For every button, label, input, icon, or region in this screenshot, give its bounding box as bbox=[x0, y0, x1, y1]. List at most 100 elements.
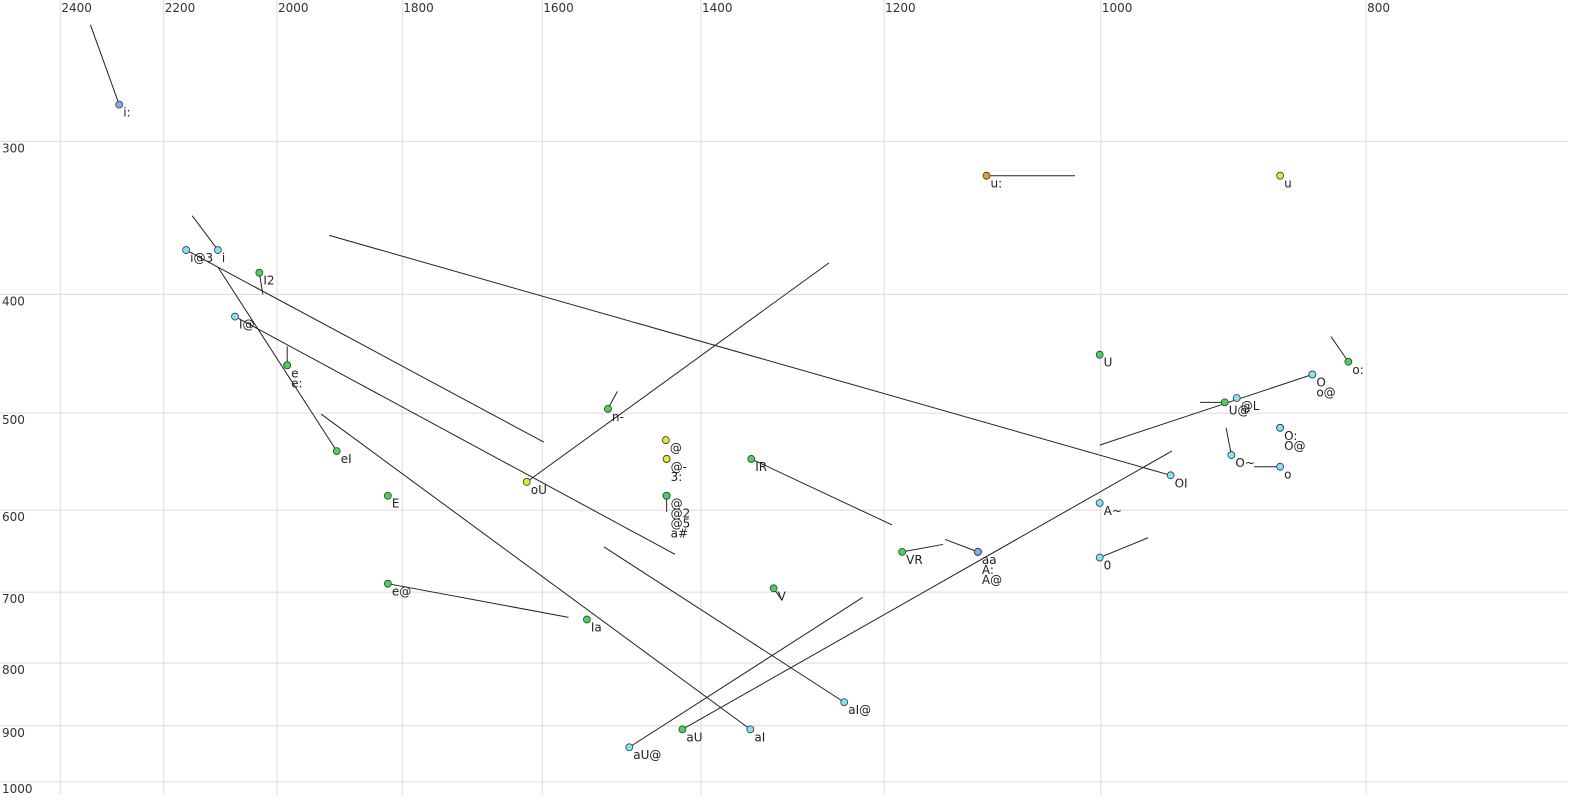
vowel-label: 0 bbox=[1104, 559, 1112, 573]
vowel-label: Ia bbox=[591, 621, 602, 635]
vowel-label: o bbox=[1284, 468, 1291, 482]
trajectory bbox=[629, 596, 863, 748]
y-tick-label: 800 bbox=[2, 663, 25, 677]
trajectory bbox=[387, 583, 569, 618]
vowel-point bbox=[332, 447, 341, 455]
vowel-label: O: bbox=[1284, 429, 1297, 443]
vowel-label: i@3 bbox=[190, 251, 213, 265]
vowel-point bbox=[604, 404, 612, 413]
trajectory bbox=[902, 543, 944, 553]
vowel-point bbox=[1276, 462, 1285, 471]
vowel-point bbox=[283, 361, 292, 370]
vowel-label: @2 bbox=[671, 507, 691, 521]
vowel-label: @L bbox=[1241, 399, 1260, 413]
vowel-label: O~ bbox=[1235, 456, 1255, 470]
vowel-label: @ bbox=[670, 441, 682, 455]
vowel-label: 3: bbox=[671, 470, 683, 484]
vowel-label: aI bbox=[754, 730, 765, 744]
vowel-label: U bbox=[1104, 356, 1113, 370]
vowel-label: aI@ bbox=[848, 703, 871, 717]
vowel-point bbox=[383, 491, 392, 500]
vowel-point bbox=[662, 491, 671, 500]
vowel-label: u: bbox=[991, 177, 1003, 191]
vowel-point bbox=[982, 171, 991, 180]
vowel-point bbox=[1276, 171, 1285, 180]
vowel-label: OI bbox=[1175, 476, 1188, 490]
vowel-label: IR bbox=[755, 460, 767, 474]
vowel-label: A@ bbox=[982, 573, 1002, 587]
trajectory bbox=[1225, 427, 1232, 456]
vowel-label: i: bbox=[123, 106, 130, 120]
x-tick-label: 2200 bbox=[165, 1, 196, 15]
vowel-point bbox=[747, 455, 756, 463]
vowel-point bbox=[678, 725, 687, 734]
y-tick-label: 500 bbox=[2, 413, 25, 427]
trajectory bbox=[751, 458, 893, 526]
vowel-label: e: bbox=[291, 376, 302, 390]
x-tick-label: 2000 bbox=[278, 1, 309, 15]
vowel-label: @5 bbox=[671, 517, 691, 531]
vowel-label: I2 bbox=[263, 274, 274, 288]
vowel-point bbox=[746, 725, 755, 734]
vowel-label: @ bbox=[671, 497, 683, 511]
trajectory bbox=[320, 413, 751, 730]
vowel-point bbox=[214, 246, 222, 254]
y-tick-label: 300 bbox=[2, 141, 25, 155]
trajectory bbox=[526, 262, 830, 483]
vowel-label: a# bbox=[671, 527, 688, 541]
trajectories bbox=[89, 24, 1349, 748]
vowel-point bbox=[1095, 350, 1104, 359]
trajectory bbox=[1099, 374, 1313, 446]
trajectory bbox=[191, 215, 219, 251]
trajectory bbox=[185, 249, 544, 443]
x-tick-label: 1200 bbox=[885, 1, 916, 15]
vowel-label: aU@ bbox=[633, 748, 661, 762]
vowel-point bbox=[1344, 357, 1353, 366]
trajectory bbox=[89, 24, 120, 105]
vowel-label: A~ bbox=[1104, 504, 1122, 518]
vowel-point bbox=[1308, 370, 1317, 379]
x-tick-label: 1800 bbox=[403, 1, 434, 15]
y-tick-label: 600 bbox=[2, 510, 25, 524]
vowel-point bbox=[973, 547, 982, 556]
vowel-label: oU bbox=[531, 483, 547, 497]
vowel-label: E bbox=[392, 497, 400, 511]
vowel-point bbox=[231, 312, 239, 321]
vowel-point bbox=[1166, 471, 1175, 480]
vowel-point bbox=[1095, 499, 1104, 507]
vowel-point bbox=[625, 743, 634, 752]
vowel-label: O@ bbox=[1284, 439, 1305, 453]
vowel-label: u bbox=[1284, 177, 1292, 191]
trajectory bbox=[603, 546, 845, 703]
vowel-label: o@ bbox=[1316, 386, 1335, 400]
vowel-point bbox=[1095, 553, 1104, 562]
vowel-label: @- bbox=[671, 460, 687, 474]
x-tick-label: 2400 bbox=[61, 1, 92, 15]
vowel-label: eI bbox=[341, 452, 352, 466]
vowel-point bbox=[898, 547, 907, 556]
vowel-label: o: bbox=[1352, 363, 1363, 377]
points: i:i@3 iI2I@ee:eIEe@n-oU@@-3:@@2@5a#IaIRVV… bbox=[115, 100, 1364, 762]
y-tick-label: 900 bbox=[2, 726, 25, 740]
vowel-point bbox=[583, 615, 591, 624]
vowel-point bbox=[661, 436, 670, 444]
vowel-label: V bbox=[778, 589, 787, 603]
trajectory bbox=[234, 316, 676, 555]
vowel-point bbox=[769, 584, 778, 593]
vowel-point bbox=[840, 698, 849, 707]
vowel-label: n- bbox=[612, 410, 624, 424]
vowel-label: aa bbox=[982, 553, 997, 567]
x-tick-label: 1000 bbox=[1102, 1, 1133, 15]
vowel-label: U@ bbox=[1229, 403, 1250, 417]
vowel-label: VR bbox=[906, 553, 923, 567]
trajectory bbox=[1330, 336, 1349, 363]
vowel-label: aU bbox=[686, 730, 702, 744]
vowel-point bbox=[662, 455, 671, 463]
vowel-label: I@ bbox=[239, 318, 255, 332]
x-tick-label: 800 bbox=[1367, 1, 1390, 15]
trajectory bbox=[329, 234, 1171, 476]
vowel-point bbox=[115, 100, 124, 109]
